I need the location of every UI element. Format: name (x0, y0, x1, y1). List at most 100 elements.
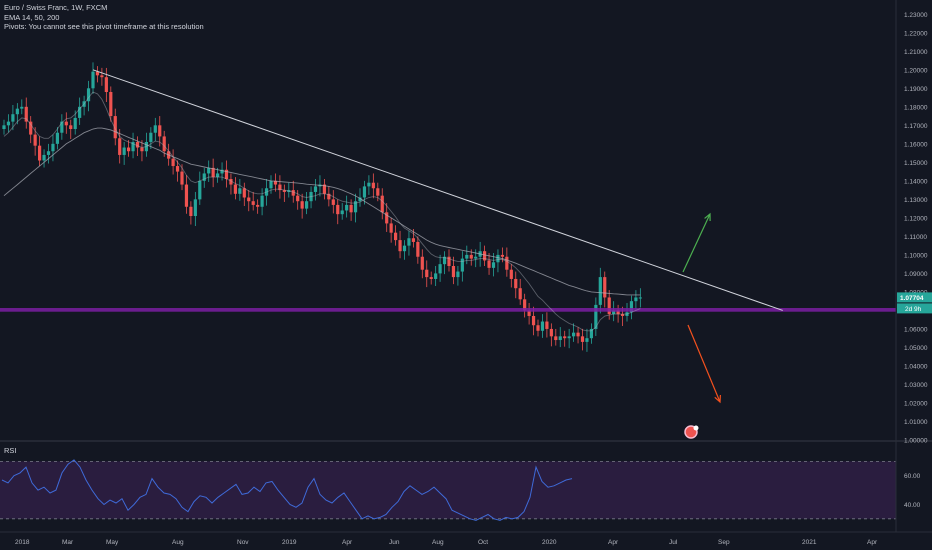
candle-body (353, 201, 358, 213)
price-tick-label: 1.17000 (904, 123, 928, 130)
bearish-scenario-arrow-head (714, 394, 721, 404)
candle-body (269, 180, 273, 189)
candle-body (264, 188, 269, 196)
candle-body (180, 171, 184, 185)
candles (2, 62, 642, 352)
price-tick-label: 1.00000 (904, 438, 928, 445)
candle-body (260, 195, 264, 207)
bullish-scenario-arrow-head (704, 212, 711, 222)
candle-body (536, 325, 540, 331)
candle-body (113, 116, 117, 139)
price-tick-label: 1.11000 (904, 234, 927, 241)
candle-body (358, 197, 362, 202)
candle-body (340, 210, 344, 215)
candle-body (229, 179, 233, 185)
bullish-scenario-arrow[interactable] (682, 213, 711, 273)
candle-body (505, 256, 509, 270)
candle-body (598, 277, 602, 305)
countdown-label: 2d 9h (905, 306, 922, 313)
time-tick-label: Mar (62, 539, 74, 546)
candle-body (202, 173, 206, 181)
candle-body (273, 180, 278, 185)
candle-body (211, 167, 215, 178)
candle-body (238, 188, 242, 194)
candle-body (11, 114, 15, 122)
candle-body (634, 297, 638, 302)
candle-body (20, 106, 24, 109)
candle-body (491, 262, 496, 268)
candle-body (625, 312, 629, 316)
bearish-scenario-arrow[interactable] (687, 324, 721, 403)
time-tick-label: 2020 (542, 539, 557, 546)
candle-body (300, 201, 304, 209)
rsi-pane[interactable] (0, 441, 896, 532)
candle-body (149, 132, 153, 142)
countdown-badge (897, 303, 932, 314)
last-price-badge[interactable] (897, 292, 932, 303)
time-tick-label: Nov (237, 539, 249, 546)
candle-body (545, 321, 549, 329)
candle-body (469, 254, 473, 259)
candle-body (585, 338, 589, 342)
candle-body (82, 101, 86, 107)
candle-body (398, 240, 402, 252)
candle-body (278, 184, 282, 191)
candle-body (362, 186, 367, 198)
candle-body (567, 336, 571, 339)
candle-body (589, 328, 593, 339)
time-tick-label: Apr (867, 539, 878, 546)
symbol-title[interactable]: Euro / Swiss Franc, 1W, FXCM (4, 3, 108, 12)
candle-body (638, 297, 642, 299)
candle-body (247, 197, 251, 202)
candle-body (509, 269, 513, 279)
price-tick-label: 1.05000 (904, 345, 928, 352)
candle-body (140, 147, 144, 152)
candle-body (51, 143, 55, 152)
price-tick-label: 1.10000 (904, 252, 928, 259)
candle-body (38, 145, 42, 161)
candle-body (451, 266, 456, 278)
price-tick-label: 1.06000 (904, 326, 928, 333)
candle-body (242, 188, 246, 198)
price-tick-label: 1.15000 (904, 160, 928, 167)
ema-indicator-label[interactable]: EMA 14, 50, 200 (4, 12, 60, 22)
price-tick-label: 1.18000 (904, 104, 928, 111)
time-tick-label: 2019 (282, 539, 297, 546)
candle-body (207, 167, 211, 174)
price-tick-label: 1.02000 (904, 400, 928, 407)
overlays (0, 69, 896, 521)
candle-body (171, 158, 175, 167)
time-tick-label: 2018 (15, 539, 30, 546)
support-zone (0, 308, 896, 312)
candle-body (309, 191, 313, 202)
trendline[interactable] (92, 69, 783, 311)
candle-body (127, 147, 131, 152)
price-tick-label: 1.21000 (904, 49, 928, 56)
candle-body (216, 173, 220, 178)
candle-body (483, 251, 487, 261)
price-tick-label: 1.16000 (904, 141, 928, 148)
candle-body (620, 314, 625, 316)
candle-body (60, 121, 64, 133)
candle-body (100, 75, 104, 78)
candle-body (29, 121, 33, 135)
candle-body (282, 190, 286, 192)
pivots-indicator-label[interactable]: Pivots: You cannot see this pivot timefr… (4, 22, 204, 31)
candle-body (518, 288, 522, 300)
time-tick-label: Jul (669, 539, 678, 546)
price-tick-label: 1.14000 (904, 178, 928, 185)
time-tick-label: Aug (172, 539, 184, 546)
candle-body (554, 336, 558, 341)
price-tick-label: 1.20000 (904, 67, 928, 74)
rsi-indicator-label[interactable]: RSI (4, 446, 17, 455)
candle-body (349, 204, 353, 213)
candle-body (527, 310, 531, 316)
candle-body (331, 199, 335, 205)
candle-body (616, 310, 620, 315)
ema-line-1 (3, 127, 641, 296)
time-tick-label: May (106, 539, 119, 546)
candle-body (376, 188, 380, 196)
rsi-band-fill (0, 461, 896, 519)
